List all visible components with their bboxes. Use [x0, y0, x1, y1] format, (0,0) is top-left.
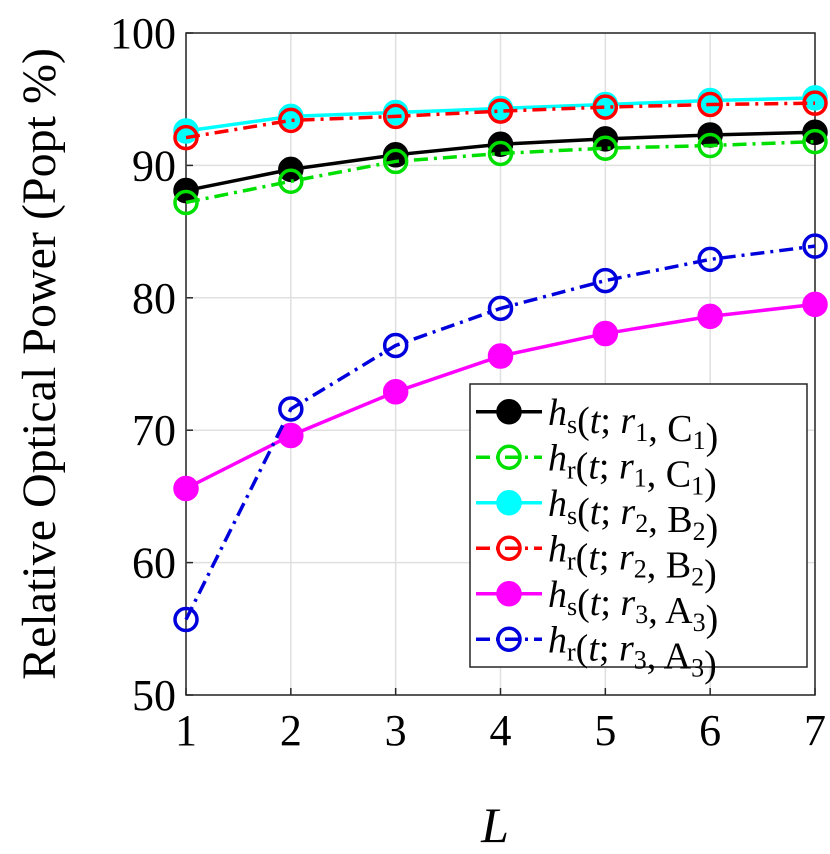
data-point — [487, 295, 514, 322]
x-tick-label: 2 — [280, 706, 302, 755]
series-line — [185, 101, 816, 140]
x-tick-label: 5 — [594, 706, 616, 755]
legend-marker — [496, 399, 522, 425]
series-line — [185, 139, 816, 205]
data-point — [487, 98, 514, 124]
data-point — [173, 475, 199, 502]
data-point — [382, 142, 409, 168]
legend-marker — [496, 444, 522, 470]
axes-frame — [185, 32, 816, 696]
y-tick-label: 80 — [132, 274, 176, 323]
data-point — [592, 135, 619, 161]
y-tick-label: 90 — [132, 141, 176, 190]
data-point — [487, 140, 514, 167]
data-point — [382, 379, 409, 405]
y-tick-label: 100 — [110, 9, 176, 58]
series-line — [184, 244, 816, 621]
x-tick-label: 6 — [699, 706, 721, 755]
y-tick-label: 70 — [132, 406, 176, 455]
legend-marker — [496, 535, 522, 561]
data-point — [173, 606, 199, 633]
data-point — [278, 168, 304, 195]
legend-marker — [496, 626, 522, 652]
data-point — [278, 422, 304, 449]
y-tick-label: 60 — [132, 539, 176, 588]
y-tick-label: 50 — [132, 671, 176, 720]
data-point — [278, 396, 304, 422]
legend-box — [469, 383, 808, 668]
y-axis-label: Relative Optical Power (Popt %) — [13, 48, 66, 680]
legend-label: hs(t; r3, A3) — [548, 574, 718, 640]
data-point — [802, 90, 828, 116]
data-point — [173, 124, 199, 151]
legend-label: hs(t; r2, B2) — [548, 483, 718, 549]
data-point — [382, 148, 409, 175]
data-point — [802, 128, 828, 155]
x-tick-label: 3 — [385, 706, 407, 755]
data-point — [802, 233, 828, 259]
legend-marker — [496, 490, 522, 516]
x-axis-label: L — [480, 797, 509, 849]
data-point — [697, 132, 723, 159]
x-tick-label: 4 — [490, 706, 512, 755]
data-point — [802, 291, 828, 318]
legend-label: hr(t; r1, C1) — [548, 437, 717, 503]
legend-label: hr(t; r3, A3) — [548, 619, 717, 685]
legend-label: hs(t; r1, C1) — [548, 392, 718, 458]
data-point — [382, 332, 409, 359]
data-point — [592, 320, 619, 347]
data-point — [697, 303, 723, 330]
legend-marker — [496, 581, 522, 607]
data-point — [697, 91, 723, 118]
x-tick-label: 7 — [804, 706, 826, 755]
data-point — [592, 94, 619, 120]
data-point — [382, 103, 409, 130]
data-point — [173, 189, 199, 216]
data-point — [487, 343, 514, 369]
x-tick-label: 1 — [175, 706, 197, 755]
data-point — [278, 107, 304, 134]
data-point — [592, 267, 619, 294]
data-point — [697, 246, 723, 273]
legend-label: hr(t; r2, B2) — [548, 528, 717, 594]
